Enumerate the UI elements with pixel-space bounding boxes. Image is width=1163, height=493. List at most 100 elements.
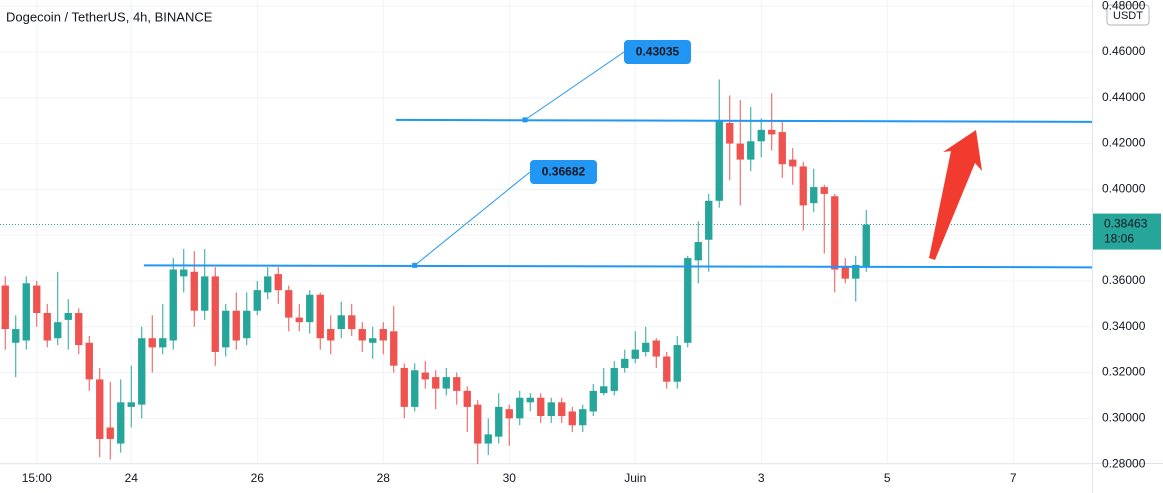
callout-box <box>624 40 691 64</box>
arrow <box>929 130 982 260</box>
candle-body <box>705 200 713 240</box>
candle-body <box>22 283 30 341</box>
y-tick-label: 0.30000 <box>1102 411 1146 425</box>
candle-body <box>600 386 608 394</box>
callout-connector <box>524 51 625 121</box>
candle-body <box>222 310 230 348</box>
candle-body <box>253 290 261 311</box>
candle-body <box>75 313 83 346</box>
candle-body <box>1 285 9 330</box>
level-line <box>395 118 1093 123</box>
x-tick-label: Juin <box>624 471 646 485</box>
y-tick-label: 0.40000 <box>1102 182 1146 196</box>
candle-body <box>747 141 755 160</box>
countdown-label: 18:06 <box>1104 232 1134 246</box>
candle-body <box>684 258 692 343</box>
candle-body <box>400 367 408 407</box>
candle-body <box>148 338 156 348</box>
candle-body <box>862 224 870 268</box>
candle-body <box>694 242 702 261</box>
candle-body <box>369 338 377 343</box>
x-tick-label: 3 <box>758 471 765 485</box>
candle-body <box>715 120 723 201</box>
chart-title: Dogecoin / TetherUS, 4h, BINANCE <box>6 9 213 24</box>
candle-body <box>484 434 492 444</box>
callout-anchor <box>522 117 528 123</box>
x-tick-label: 15:00 <box>22 471 52 485</box>
callout-anchor <box>412 262 418 268</box>
candle-body <box>736 143 744 160</box>
candle-body <box>379 329 387 341</box>
candle-body <box>180 269 188 277</box>
candle-body <box>831 196 839 270</box>
candle-body <box>54 322 62 339</box>
candle-body <box>778 132 786 165</box>
y-tick-label: 0.34000 <box>1102 319 1146 333</box>
candle-body <box>127 402 135 407</box>
candle-body <box>642 342 650 352</box>
candle-body <box>358 329 366 341</box>
candle-body <box>568 411 576 426</box>
unit-label: USDT <box>1113 10 1143 22</box>
candle-body <box>789 159 797 167</box>
x-tick-label: 7 <box>1010 471 1017 485</box>
candle-body <box>852 264 860 279</box>
candle-body <box>810 187 818 204</box>
candle-body <box>757 129 765 142</box>
candle-body <box>211 276 219 352</box>
candle-body <box>85 342 93 380</box>
candle-body <box>474 404 482 444</box>
candle-body <box>190 271 198 311</box>
candle-body <box>841 267 849 279</box>
y-tick-label: 0.44000 <box>1102 90 1146 104</box>
candle-body <box>243 310 251 339</box>
candle-body <box>547 402 555 417</box>
candle-body <box>295 317 303 323</box>
y-tick-label: 0.32000 <box>1102 365 1146 379</box>
candle-body <box>799 166 807 206</box>
callout-label: 0.36682 <box>542 165 586 179</box>
candle-body <box>631 349 639 359</box>
current-price-badge <box>1093 213 1161 250</box>
grid <box>0 0 1092 465</box>
candle-body <box>159 338 167 348</box>
candle-body <box>285 290 293 318</box>
candle-body <box>274 274 282 291</box>
candle-body <box>117 402 125 444</box>
callout-label: 0.43035 <box>636 45 680 59</box>
candle-body <box>505 409 513 419</box>
plot: 0.43035 0.36682 <box>0 40 1093 465</box>
candle-body <box>768 129 776 135</box>
candle-body <box>327 329 335 341</box>
candle-body <box>463 390 471 407</box>
candle-body <box>579 409 587 426</box>
candle-body <box>43 313 51 341</box>
y-tick-label: 0.48000 <box>1102 0 1146 12</box>
candle-body <box>726 122 734 144</box>
candle-body <box>96 379 104 439</box>
y-tick-label: 0.42000 <box>1102 136 1146 150</box>
candle-body <box>537 397 545 417</box>
y-tick-label: 0.36000 <box>1102 273 1146 287</box>
x-tick-label: 24 <box>125 471 139 485</box>
candle-body <box>390 331 398 366</box>
candle-body <box>33 285 41 314</box>
candle-body <box>348 315 356 330</box>
level-line <box>143 264 1093 269</box>
x-tick-label: 28 <box>377 471 391 485</box>
candle-body <box>138 338 146 405</box>
y-tick-label: 0.46000 <box>1102 44 1146 58</box>
candle-body <box>12 329 20 343</box>
x-tick-label: 5 <box>884 471 891 485</box>
candle-body <box>558 402 566 417</box>
y-tick-label: 0.28000 <box>1102 456 1146 470</box>
candle-body <box>495 406 503 437</box>
candle-body <box>411 370 419 407</box>
candle-body <box>421 372 429 380</box>
candle-body <box>169 269 177 341</box>
candle-body <box>589 390 597 412</box>
candle-body <box>432 377 440 389</box>
candle-body <box>337 315 345 330</box>
candle-body <box>64 313 72 320</box>
